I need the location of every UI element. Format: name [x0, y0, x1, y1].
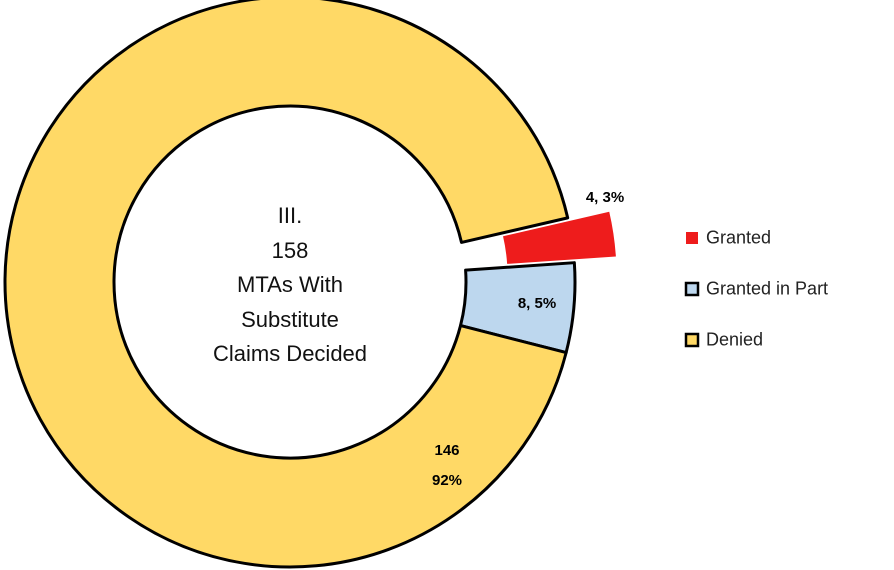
donut-slice: [3, 0, 570, 569]
legend-swatch: [684, 281, 700, 297]
legend-swatch: [684, 332, 700, 348]
data-label: 4, 3%: [585, 189, 625, 206]
legend-label: Denied: [706, 329, 764, 350]
data-label: 8, 5%: [517, 295, 557, 312]
legend-label: Granted in Part: [706, 278, 829, 299]
legend-label: Granted: [706, 227, 772, 248]
legend-swatch: [686, 232, 698, 244]
chart-title: III. 158 MTAs With Substitute Claims Dec…: [212, 202, 368, 366]
donut-slice: [503, 211, 616, 264]
data-label: 146 92%: [431, 442, 463, 489]
